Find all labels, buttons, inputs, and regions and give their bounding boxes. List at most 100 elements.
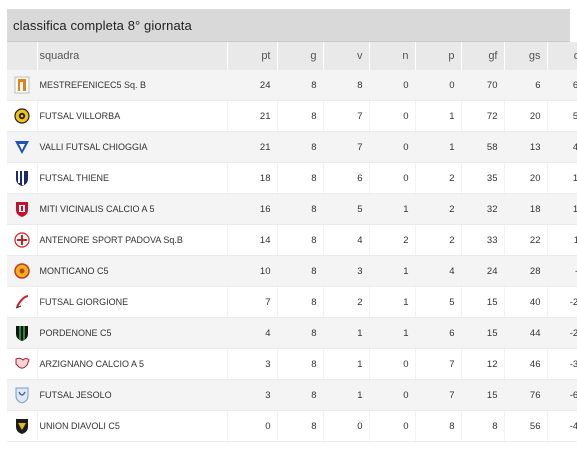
table-row: MESTREFENICEC5 Sq. B24880070664	[7, 70, 577, 101]
cell-dr: -34	[547, 348, 577, 380]
table-row: FUTSAL THIENE188602352015	[7, 162, 577, 194]
column-header-gs[interactable]: gs	[504, 42, 548, 70]
cell-dr: 52	[547, 100, 577, 132]
team-name[interactable]: FUTSAL VILLORBA	[37, 100, 228, 132]
team-logo-cell	[7, 286, 38, 318]
cell-gf: 70	[461, 70, 505, 101]
cell-p: 6	[415, 317, 462, 349]
cell-v: 7	[323, 131, 370, 163]
standings-table: squadra pt g v n p gf gs dr MESTREFENICE…	[7, 42, 577, 442]
arzignano-logo-icon	[14, 355, 30, 373]
giorgione-logo-icon	[14, 293, 30, 311]
cell-gf: 58	[461, 131, 505, 163]
jesolo-logo-icon	[14, 386, 30, 404]
cell-pt: 16	[227, 193, 278, 225]
cell-v: 7	[323, 100, 370, 132]
column-header-g[interactable]: g	[277, 42, 324, 70]
cell-pt: 21	[227, 131, 278, 163]
team-name[interactable]: VALLI FUTSAL CHIOGGIA	[37, 131, 228, 163]
cell-gf: 15	[461, 286, 505, 318]
column-header-team[interactable]: squadra	[37, 42, 228, 70]
cell-n: 0	[369, 348, 416, 380]
cell-gf: 15	[461, 379, 505, 411]
cell-pt: 4	[227, 317, 278, 349]
cell-dr: 45	[547, 131, 577, 163]
cell-g: 8	[277, 255, 324, 287]
monticano-logo-icon	[14, 262, 30, 280]
team-name[interactable]: ANTENORE SPORT PADOVA Sq.B	[37, 224, 228, 256]
miti-vicinalis-logo-icon	[14, 200, 30, 218]
column-header-v[interactable]: v	[323, 42, 370, 70]
cell-v: 1	[323, 379, 370, 411]
table-row: FUTSAL VILLORBA218701722052	[7, 100, 577, 132]
team-logo-cell	[7, 224, 38, 256]
cell-p: 7	[415, 348, 462, 380]
cell-n: 1	[369, 317, 416, 349]
cell-n: 2	[369, 224, 416, 256]
cell-n: 1	[369, 193, 416, 225]
column-header-p[interactable]: p	[415, 42, 462, 70]
team-logo-cell	[7, 193, 38, 225]
antenore-logo-icon	[14, 231, 30, 249]
team-name[interactable]: UNION DIAVOLI C5	[37, 410, 228, 442]
cell-g: 8	[277, 317, 324, 349]
column-header-gf[interactable]: gf	[461, 42, 505, 70]
cell-gs: 20	[504, 162, 548, 194]
cell-dr: 11	[547, 224, 577, 256]
column-header-n[interactable]: n	[369, 42, 416, 70]
cell-gf: 24	[461, 255, 505, 287]
team-name[interactable]: ARZIGNANO CALCIO A 5	[37, 348, 228, 380]
cell-gs: 6	[504, 70, 548, 101]
team-name[interactable]: MITI VICINALIS CALCIO A 5	[37, 193, 228, 225]
cell-gs: 44	[504, 317, 548, 349]
cell-gf: 32	[461, 193, 505, 225]
cell-p: 0	[415, 70, 462, 101]
fenice-logo-icon	[14, 76, 30, 94]
cell-pt: 24	[227, 70, 278, 101]
team-name[interactable]: MESTREFENICEC5 Sq. B	[37, 70, 228, 101]
team-name[interactable]: PORDENONE C5	[37, 317, 228, 349]
team-logo-cell	[7, 348, 38, 380]
table-row: VALLI FUTSAL CHIOGGIA218701581345	[7, 131, 577, 163]
column-header-dr[interactable]: dr	[547, 42, 577, 70]
cell-gf: 33	[461, 224, 505, 256]
chioggia-logo-icon	[14, 138, 30, 156]
cell-g: 8	[277, 286, 324, 318]
cell-p: 1	[415, 100, 462, 132]
cell-g: 8	[277, 193, 324, 225]
team-logo-cell	[7, 379, 38, 411]
cell-p: 1	[415, 131, 462, 163]
team-name[interactable]: MONTICANO C5	[37, 255, 228, 287]
team-logo-cell	[7, 410, 38, 442]
team-name[interactable]: FUTSAL JESOLO	[37, 379, 228, 411]
cell-v: 5	[323, 193, 370, 225]
cell-p: 4	[415, 255, 462, 287]
team-logo-cell	[7, 70, 38, 101]
cell-pt: 10	[227, 255, 278, 287]
cell-v: 0	[323, 410, 370, 442]
cell-gs: 18	[504, 193, 548, 225]
team-name[interactable]: FUTSAL THIENE	[37, 162, 228, 194]
cell-p: 8	[415, 410, 462, 442]
cell-gf: 12	[461, 348, 505, 380]
cell-n: 1	[369, 286, 416, 318]
cell-dr: 15	[547, 162, 577, 194]
team-name[interactable]: FUTSAL GIORGIONE	[37, 286, 228, 318]
cell-gs: 20	[504, 100, 548, 132]
cell-v: 8	[323, 70, 370, 101]
cell-n: 0	[369, 70, 416, 101]
cell-g: 8	[277, 224, 324, 256]
cell-pt: 7	[227, 286, 278, 318]
cell-v: 1	[323, 348, 370, 380]
cell-g: 8	[277, 410, 324, 442]
cell-n: 1	[369, 255, 416, 287]
column-header-logo	[7, 42, 38, 70]
team-logo-cell	[7, 317, 38, 349]
cell-pt: 0	[227, 410, 278, 442]
cell-n: 0	[369, 410, 416, 442]
column-header-pt[interactable]: pt	[227, 42, 278, 70]
cell-p: 7	[415, 379, 462, 411]
cell-dr: -61	[547, 379, 577, 411]
